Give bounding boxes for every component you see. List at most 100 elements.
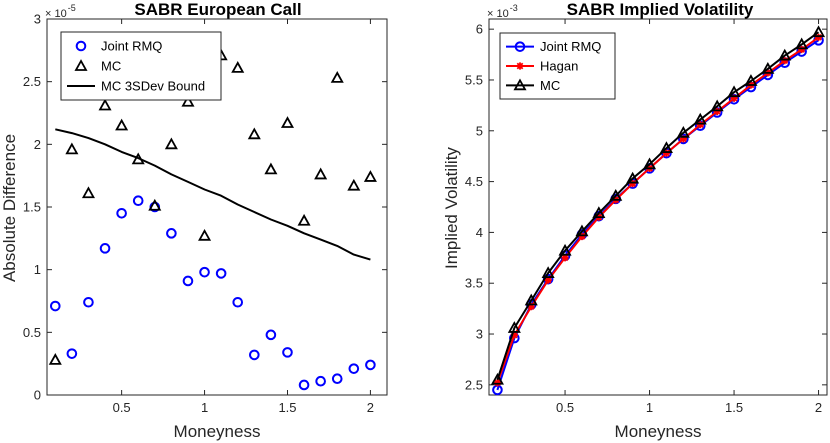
- legend-swatch-marker: [513, 78, 527, 91]
- y-tick-label: 6: [476, 22, 483, 37]
- data-point: [544, 276, 552, 284]
- chart-title: SABR European Call: [134, 0, 301, 19]
- data-point: [83, 296, 94, 308]
- series-line: [55, 128, 371, 261]
- data-point: [679, 135, 687, 143]
- data-point: [363, 170, 377, 182]
- legend-entry: Joint RMQ: [75, 39, 162, 54]
- data-point: [247, 127, 261, 140]
- data-point: [199, 266, 210, 278]
- legend: Joint RMQ MC MC 3SDev Bound: [60, 31, 222, 101]
- data-point: [215, 268, 227, 279]
- data-point: [561, 254, 569, 262]
- data-point: [541, 266, 555, 278]
- x-axis-label: Moneyness: [615, 422, 702, 441]
- series-line: [496, 31, 820, 381]
- series-joint-rmq: [49, 195, 376, 391]
- x-tick-label: 0.5: [113, 400, 131, 415]
- data-point: [629, 180, 637, 188]
- legend-swatch-marker: [516, 62, 524, 70]
- data-point: [249, 349, 260, 361]
- data-point: [781, 57, 789, 65]
- data-point: [662, 149, 671, 157]
- data-point: [264, 162, 278, 175]
- y-tick-label: 2.5: [23, 74, 41, 89]
- data-point: [575, 224, 589, 237]
- y-tick-label: 0: [34, 388, 41, 403]
- x-tick-label: 1.5: [725, 400, 743, 415]
- y-exponent-label: × 10: [45, 8, 67, 20]
- x-tick-label: 0.5: [556, 400, 574, 415]
- y-tick-label: 0.5: [23, 325, 41, 340]
- data-point: [115, 118, 129, 131]
- y-tick-label: 3.5: [465, 276, 483, 291]
- chart-panel-2: 0.5 1 1.5 2 2.5 3 3.5 4 4.5 5 5.5 6 × 10 -3 SABR Impli…: [442, 0, 828, 441]
- data-point: [347, 178, 361, 191]
- legend-entry: MC: [506, 78, 560, 93]
- x-tick-label: 2: [367, 400, 374, 415]
- data-point: [693, 112, 707, 125]
- data-point: [48, 353, 62, 365]
- data-point: [164, 137, 178, 150]
- data-point: [98, 98, 112, 111]
- data-point: [678, 133, 689, 145]
- legend-swatch-marker: [75, 40, 87, 52]
- data-point: [710, 99, 724, 112]
- data-point: [148, 198, 162, 211]
- data-point: [232, 296, 244, 308]
- y-exponent-power: -5: [68, 3, 76, 13]
- y-tick-label: 2: [34, 137, 41, 152]
- data-point: [331, 373, 343, 385]
- legend-entry: Hagan: [506, 59, 578, 74]
- data-point: [493, 379, 502, 387]
- data-point: [643, 157, 657, 170]
- data-point: [365, 359, 376, 371]
- data-point: [798, 45, 806, 54]
- legend-label: MC: [101, 59, 121, 74]
- data-point: [696, 121, 704, 129]
- legend-entry: Joint RMQ: [506, 39, 601, 54]
- data-point: [66, 348, 78, 359]
- data-point: [182, 275, 194, 287]
- series-mc: [48, 48, 377, 365]
- series-mc-3sdev-bound: [55, 128, 371, 261]
- data-point: [81, 186, 95, 199]
- data-point: [166, 228, 177, 239]
- y-exponent-power: -3: [510, 3, 518, 13]
- y-exponent-label: × 10: [487, 8, 509, 20]
- data-point: [280, 116, 295, 128]
- data-point: [578, 232, 586, 241]
- legend-swatch-marker: [514, 41, 526, 52]
- data-point: [49, 300, 61, 312]
- legend-entry: MC 3SDev Bound: [67, 79, 205, 94]
- data-point: [812, 25, 826, 38]
- data-point: [744, 74, 758, 86]
- data-point: [282, 347, 293, 358]
- legend-label: Hagan: [540, 59, 578, 74]
- data-point: [510, 331, 518, 339]
- x-tick-label: 1: [646, 400, 653, 415]
- y-tick-label: 4: [476, 225, 483, 240]
- legend-box: [60, 31, 222, 101]
- y-tick-label: 4.5: [465, 174, 483, 189]
- data-point: [181, 94, 195, 107]
- y-tick-label: 2.5: [465, 377, 483, 392]
- data-point: [231, 61, 245, 73]
- series-mc: [490, 25, 826, 385]
- y-tick-label: 3: [476, 327, 483, 342]
- x-tick-label: 2: [815, 400, 822, 415]
- x-tick-label: 1.5: [278, 400, 296, 415]
- legend-entry: MC: [74, 59, 121, 74]
- data-point: [814, 33, 823, 41]
- data-point: [298, 379, 310, 391]
- legend-label: MC 3SDev Bound: [101, 79, 205, 94]
- x-tick-label: 1: [201, 400, 208, 415]
- data-point: [265, 329, 277, 341]
- data-point: [132, 195, 144, 207]
- data-point: [527, 302, 535, 311]
- y-tick-label: 3: [34, 12, 41, 27]
- data-point: [314, 167, 328, 180]
- data-point: [795, 37, 809, 50]
- data-point: [297, 213, 311, 226]
